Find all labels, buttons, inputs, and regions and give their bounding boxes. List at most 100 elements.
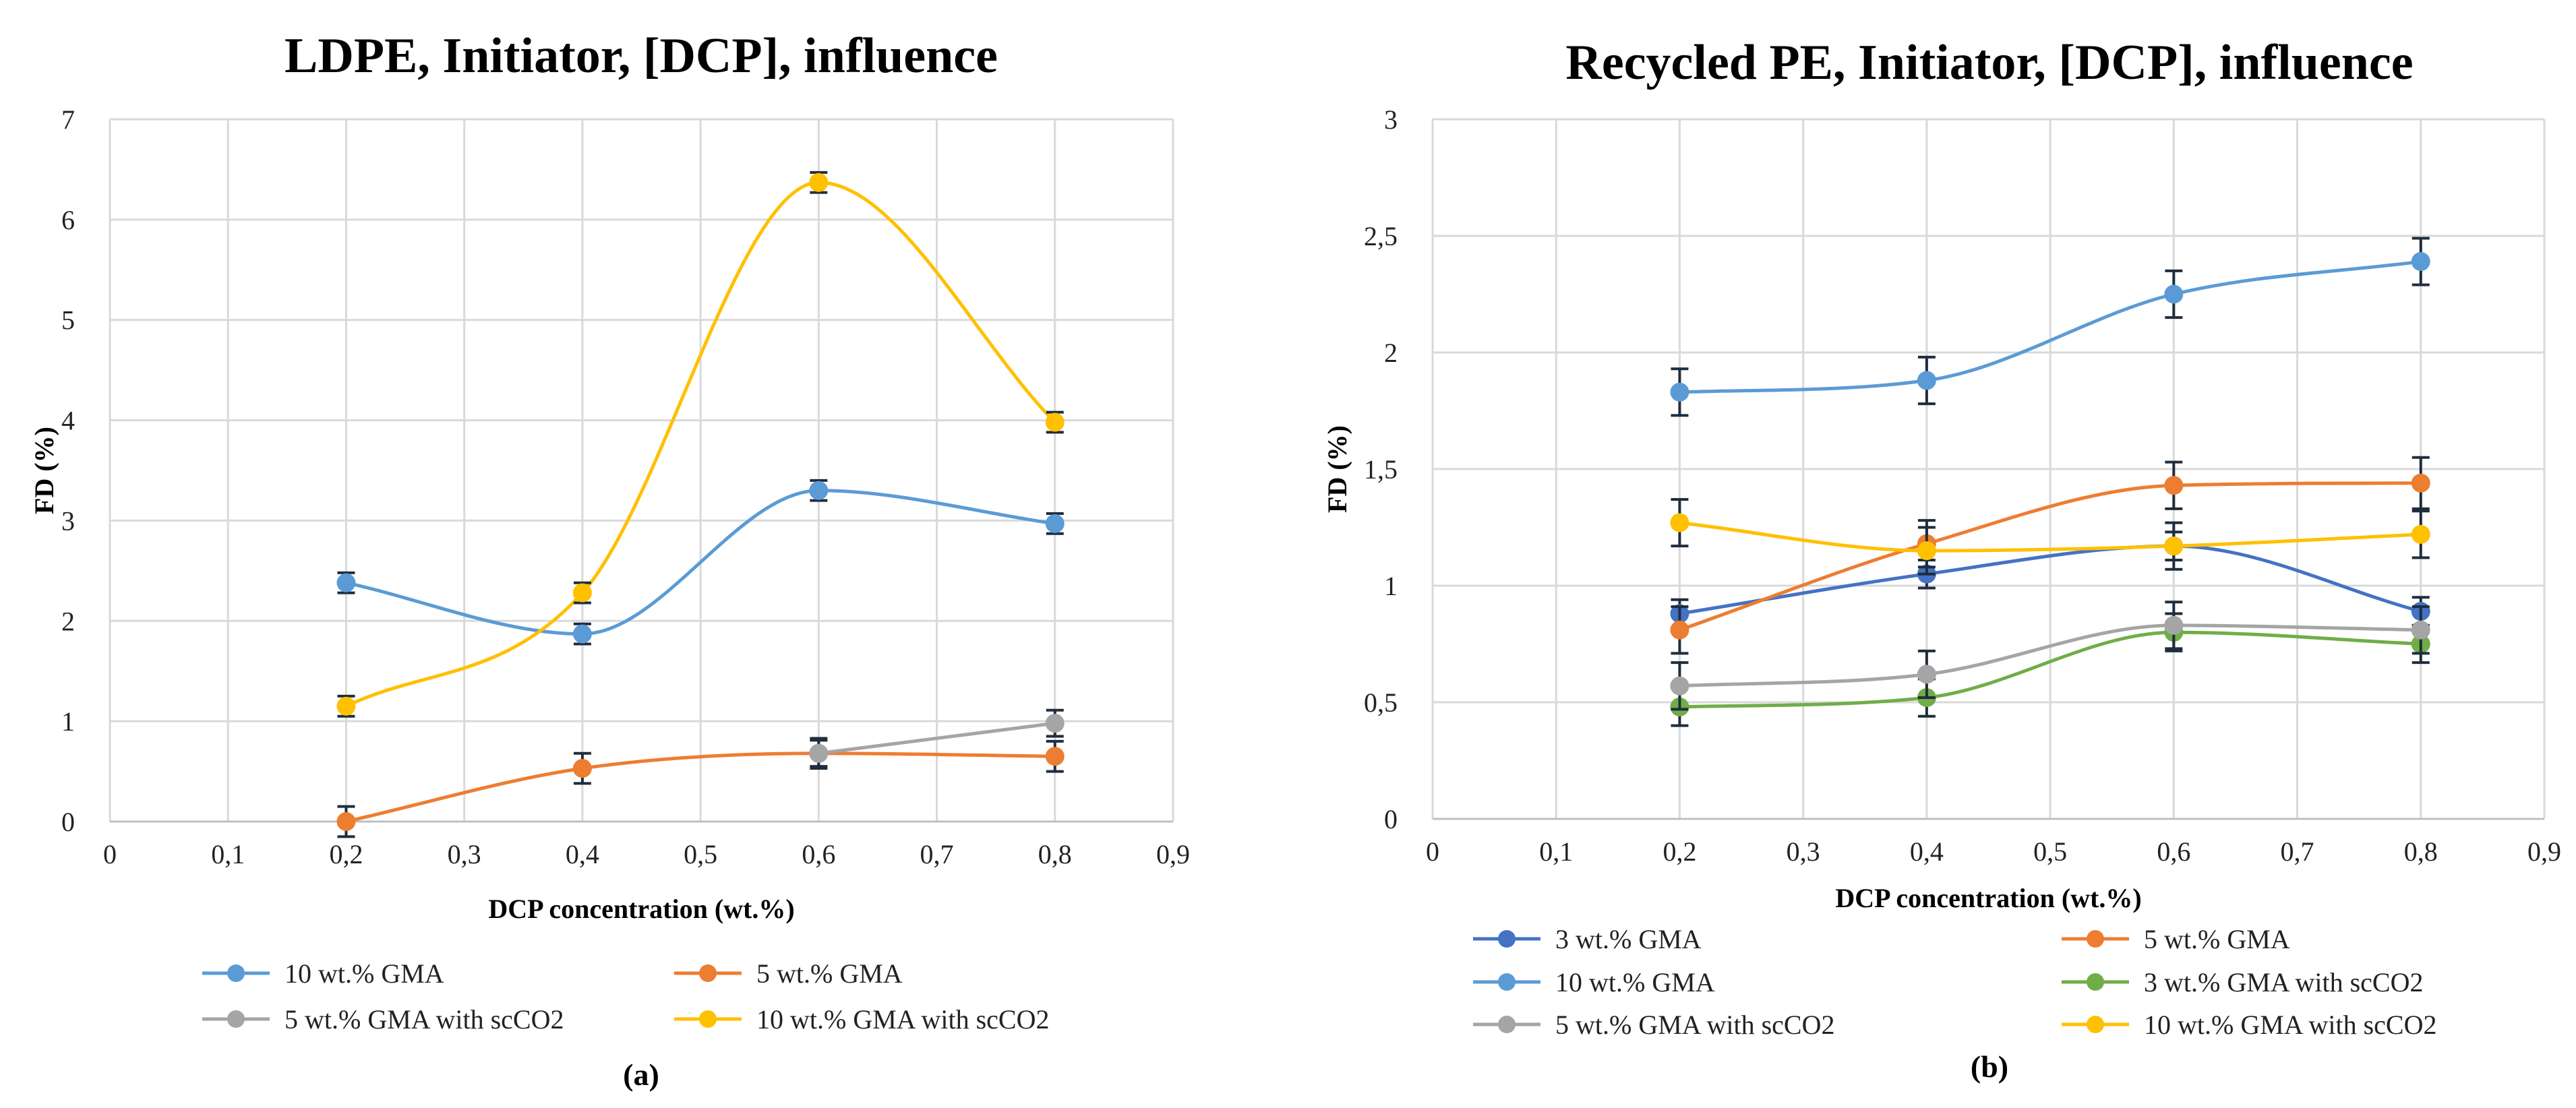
legend-marker bbox=[1498, 930, 1516, 948]
legend-label: 10 wt.% GMA bbox=[1555, 967, 1715, 997]
data-point bbox=[809, 173, 829, 192]
x-tick-label: 0,4 bbox=[1910, 836, 1944, 867]
legend-marker bbox=[699, 1010, 717, 1028]
data-point bbox=[572, 759, 592, 778]
legend-item: 5 wt.% GMA bbox=[674, 958, 903, 989]
x-tick-label: 0,3 bbox=[1787, 836, 1820, 867]
legend-marker bbox=[1498, 973, 1516, 991]
data-point bbox=[1045, 747, 1065, 766]
series-line bbox=[1677, 630, 2423, 709]
data-point bbox=[2411, 524, 2430, 544]
data-point bbox=[2164, 536, 2184, 556]
series-line bbox=[1677, 623, 2423, 688]
legend-label: 10 wt.% GMA with scCO2 bbox=[756, 1004, 1049, 1035]
data-point bbox=[1917, 665, 1936, 684]
y-axis-title: FD (%) bbox=[1322, 425, 1352, 513]
chart-title: Recycled PE, Initiator, [DCP], influence bbox=[1565, 35, 2413, 90]
panel-label: (b) bbox=[1971, 1049, 2008, 1084]
legend-label: 10 wt.% GMA bbox=[284, 958, 444, 989]
legend: 3 wt.% GMA 5 wt.% GMA 10 wt.% GMA 3 wt.% GM… bbox=[1473, 924, 2436, 1040]
series-line bbox=[816, 721, 1057, 756]
x-tick-label: 0,8 bbox=[2404, 836, 2438, 867]
legend-item: 3 wt.% GMA with scCO2 bbox=[2062, 967, 2423, 997]
x-tick-label: 0,1 bbox=[1539, 836, 1573, 867]
data-point bbox=[1045, 514, 1065, 533]
data-point bbox=[336, 696, 356, 716]
y-tick-label: 4 bbox=[61, 406, 75, 436]
data-point bbox=[1670, 513, 1689, 532]
legend: 10 wt.% GMA 5 wt.% GMA 5 wt.% GMA with scC… bbox=[202, 958, 1049, 1035]
data-point bbox=[809, 481, 829, 500]
series-5-wt-gma-with-scco2 bbox=[809, 708, 1065, 768]
data-point bbox=[1670, 676, 1689, 696]
legend-item: 10 wt.% GMA with scCO2 bbox=[2062, 1010, 2436, 1040]
x-tick-label: 0,6 bbox=[802, 839, 835, 869]
legend-marker bbox=[2087, 930, 2104, 948]
x-tick-label: 0,6 bbox=[2157, 836, 2190, 867]
y-tick-label: 1,5 bbox=[1364, 454, 1398, 485]
x-axis-title: DCP concentration (wt.%) bbox=[488, 894, 794, 924]
chart-ldpe: LDPE, Initiator, [DCP], influence 0 0,1 0,2… bbox=[29, 28, 1190, 1092]
series-10-wt-gma-with-scco2 bbox=[1670, 497, 2430, 576]
y-tick-label: 1 bbox=[61, 706, 75, 737]
series-line bbox=[1677, 521, 2423, 553]
y-axis-title: FD (%) bbox=[29, 427, 59, 514]
data-point bbox=[2164, 615, 2184, 635]
series-line bbox=[344, 489, 1057, 636]
y-tick-label: 6 bbox=[61, 205, 75, 235]
data-point bbox=[336, 573, 356, 592]
legend-marker bbox=[2087, 973, 2104, 991]
data-point bbox=[1670, 382, 1689, 402]
legend-item: 10 wt.% GMA bbox=[1473, 967, 1715, 997]
y-tick-label: 5 bbox=[61, 305, 75, 336]
data-point bbox=[336, 812, 356, 831]
y-tick-label: 2 bbox=[61, 606, 75, 636]
legend-label: 5 wt.% GMA bbox=[756, 958, 903, 989]
data-point bbox=[2411, 473, 2430, 493]
x-tick-label: 0,7 bbox=[920, 839, 954, 869]
x-tick-label: 0,4 bbox=[566, 839, 599, 869]
panel-label: (a) bbox=[623, 1057, 659, 1092]
series-5-wt-gma-with-scco2 bbox=[1670, 601, 2430, 711]
series-line bbox=[1677, 481, 2423, 632]
y-tick-label: 1 bbox=[1384, 571, 1398, 601]
data-point bbox=[2164, 284, 2184, 304]
data-point bbox=[1045, 714, 1065, 733]
series-10-wt-gma bbox=[336, 479, 1065, 646]
y-tick-label: 2,5 bbox=[1364, 221, 1398, 251]
x-tick-label: 0 bbox=[1426, 836, 1439, 867]
x-tick-label: 0,2 bbox=[1663, 836, 1696, 867]
series-line bbox=[344, 751, 1057, 824]
y-tick-label: 2 bbox=[1384, 338, 1398, 368]
data-point bbox=[572, 583, 592, 603]
legend-item: 5 wt.% GMA with scCO2 bbox=[1473, 1010, 1834, 1040]
legend-marker bbox=[227, 964, 245, 982]
chart-recycled-pe: Recycled PE, Initiator, [DCP], influence… bbox=[1322, 35, 2561, 1084]
x-tick-label: 0,1 bbox=[211, 839, 245, 869]
x-tick-label: 0,5 bbox=[684, 839, 717, 869]
x-tick-label: 0,9 bbox=[1156, 839, 1190, 869]
x-axis-title: DCP concentration (wt.%) bbox=[1835, 883, 2141, 913]
x-tick-label: 0,8 bbox=[1038, 839, 1072, 869]
series-5-wt-gma bbox=[336, 737, 1065, 838]
data-point bbox=[572, 624, 592, 644]
legend-marker bbox=[227, 1010, 245, 1028]
series-line bbox=[1677, 259, 2423, 394]
x-tick-label: 0 bbox=[103, 839, 117, 869]
data-point bbox=[1670, 620, 1689, 640]
y-tick-label: 0 bbox=[61, 807, 75, 837]
legend-marker bbox=[699, 964, 717, 982]
series-10-wt-gma-with-scco2 bbox=[336, 171, 1065, 718]
legend-item: 5 wt.% GMA bbox=[2062, 924, 2290, 954]
legend-marker bbox=[1498, 1016, 1516, 1033]
data-point bbox=[2164, 476, 2184, 495]
legend-label: 5 wt.% GMA bbox=[2144, 924, 2290, 954]
legend-item: 10 wt.% GMA with scCO2 bbox=[674, 1004, 1049, 1035]
legend-item: 5 wt.% GMA with scCO2 bbox=[202, 1004, 564, 1035]
legend-label: 10 wt.% GMA with scCO2 bbox=[2144, 1010, 2436, 1040]
series-line bbox=[344, 181, 1057, 708]
x-tick-label: 0,3 bbox=[448, 839, 481, 869]
data-point bbox=[1917, 371, 1936, 390]
data-point bbox=[1045, 412, 1065, 432]
legend-label: 5 wt.% GMA with scCO2 bbox=[1555, 1010, 1834, 1040]
